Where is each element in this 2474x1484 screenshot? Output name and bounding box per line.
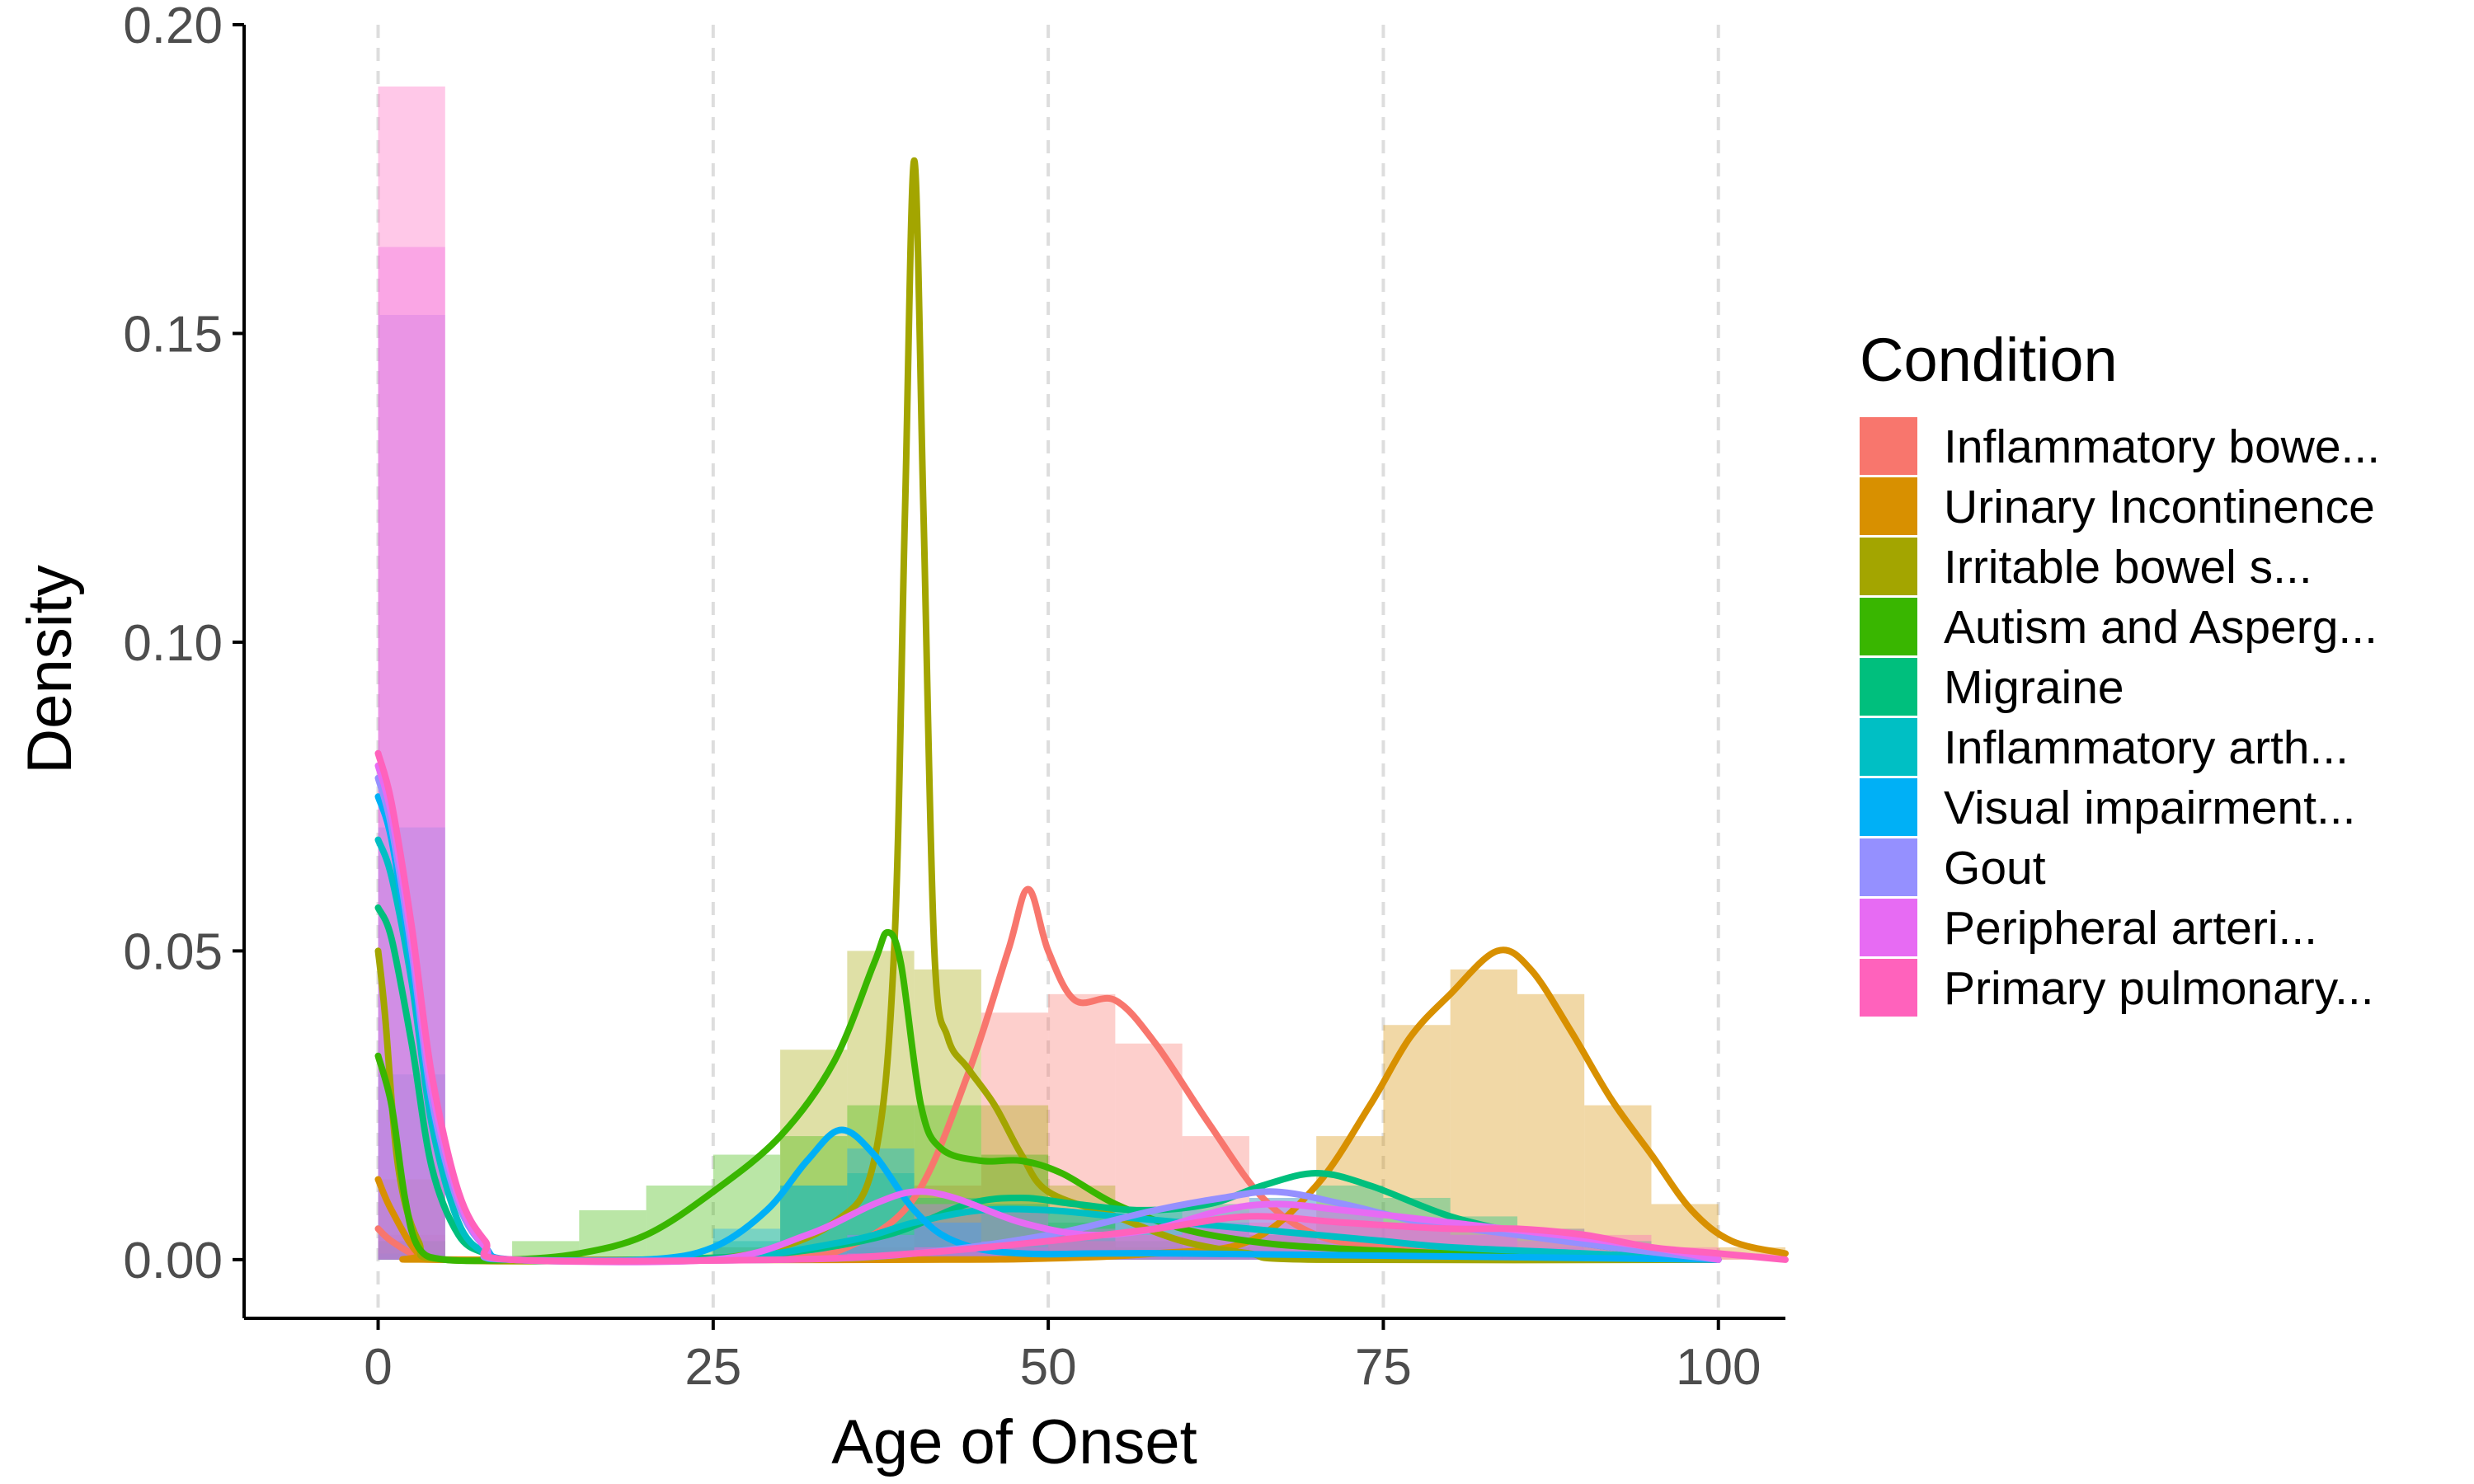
legend-key xyxy=(1860,417,1917,475)
legend: Condition Inflammatory bowe... Urinary In… xyxy=(1860,326,2380,1017)
legend-key xyxy=(1860,658,1917,716)
grid xyxy=(376,25,1720,1318)
legend-label: Gout xyxy=(1944,842,2046,895)
histogram-bar xyxy=(1450,969,1517,1260)
legend-key xyxy=(1860,899,1917,956)
legend-label: Inflammatory arth... xyxy=(1944,721,2349,774)
legend-label: Primary pulmonary... xyxy=(1944,962,2374,1015)
legend-label: Peripheral arteri... xyxy=(1944,902,2317,955)
y-tick-label: 0.15 xyxy=(123,306,223,363)
legend-key xyxy=(1860,718,1917,776)
legend-label: Irritable bowel s... xyxy=(1944,541,2312,594)
legend-key xyxy=(1860,598,1917,655)
ticks: 0 25 50 75 100 0.00 0.05 0.10 0.15 0.20 xyxy=(123,0,1761,1396)
x-tick-label: 75 xyxy=(1355,1339,1412,1396)
legend-label: Visual impairment... xyxy=(1944,782,2355,834)
legend-label: Autism and Asperg... xyxy=(1944,601,2378,654)
x-tick-label: 100 xyxy=(1676,1339,1761,1396)
y-tick-label: 0.00 xyxy=(123,1233,223,1289)
y-axis-title: Density xyxy=(15,565,85,773)
x-tick-label: 25 xyxy=(684,1339,741,1396)
legend-key xyxy=(1860,477,1917,535)
legend-label: Migraine xyxy=(1944,661,2124,714)
legend-label: Urinary Incontinence xyxy=(1944,481,2375,533)
density-curves xyxy=(374,157,1789,1266)
density-curve xyxy=(374,749,1789,1265)
y-tick-label: 0.20 xyxy=(123,0,223,54)
legend-key xyxy=(1860,778,1917,836)
y-tick-label: 0.10 xyxy=(123,615,223,672)
x-tick-label: 0 xyxy=(364,1339,392,1396)
y-tick-label: 0.05 xyxy=(123,923,223,980)
x-tick-label: 50 xyxy=(1020,1339,1077,1396)
legend-key xyxy=(1860,838,1917,896)
legend-items: Inflammatory bowe... Urinary Incontinence… xyxy=(1860,417,2380,1017)
legend-title: Condition xyxy=(1860,326,2118,394)
x-axis-title: Age of Onset xyxy=(831,1407,1197,1477)
legend-label: Inflammatory bowe... xyxy=(1944,420,2380,473)
legend-key xyxy=(1860,959,1917,1017)
axes xyxy=(242,25,1785,1320)
density-curve xyxy=(374,928,1722,1265)
legend-key xyxy=(1860,538,1917,595)
